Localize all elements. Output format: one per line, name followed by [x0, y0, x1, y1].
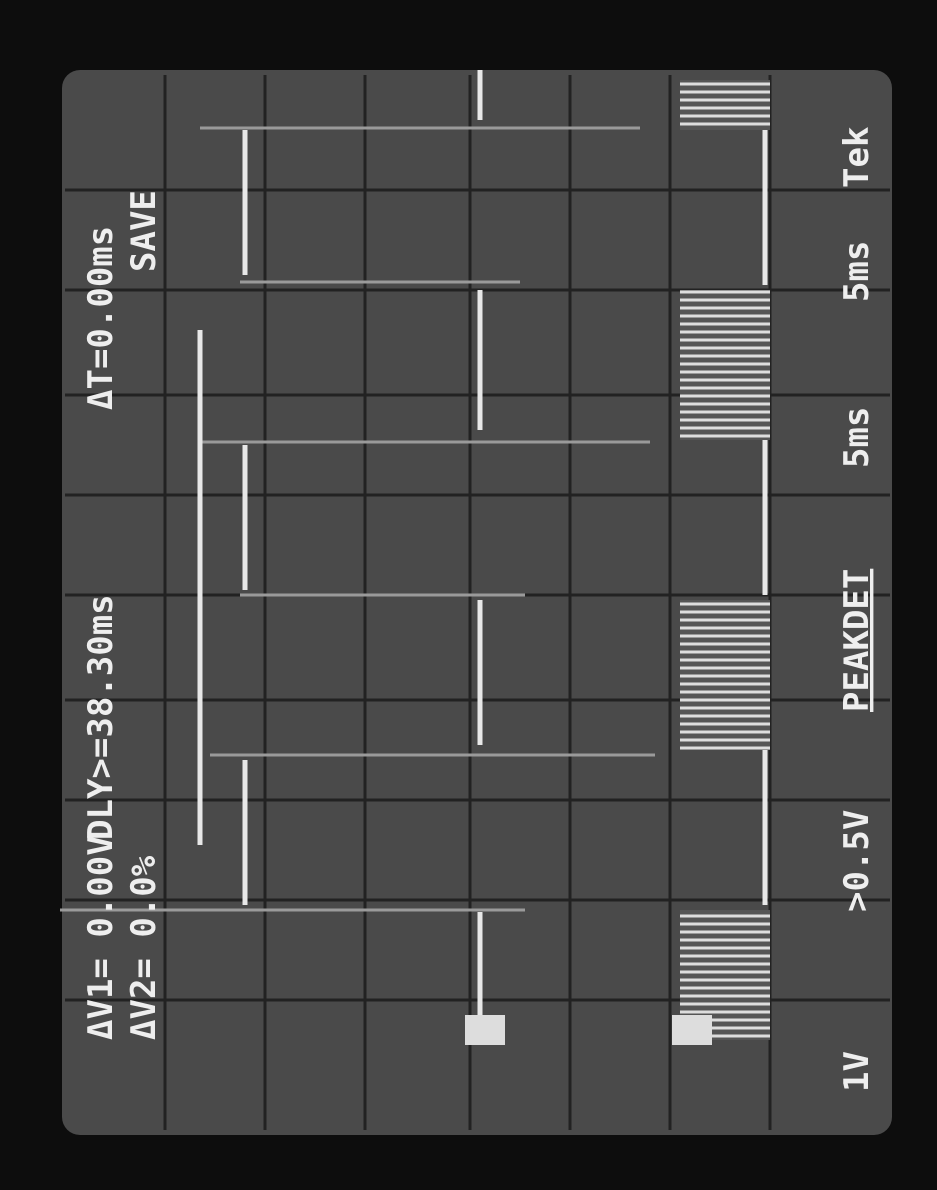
delta-v2: ΔV2= 0.0% [124, 855, 164, 1040]
mode: SAVE [124, 190, 164, 272]
acquisition: PEAKDET [837, 569, 877, 712]
traces [60, 70, 770, 1045]
delta-v1: ΔV1= 0.00V [81, 835, 121, 1040]
main-time: 5ms [837, 407, 877, 468]
ch1-scale: 1V [837, 1051, 877, 1092]
delayed-time: 5ms [837, 241, 877, 302]
delay: DLY>=38.30ms [81, 594, 121, 840]
brand: Tek [837, 127, 877, 188]
ch2-scale: >0.5V [837, 810, 877, 912]
delta-t: ΔT=0.00ms [81, 226, 121, 410]
